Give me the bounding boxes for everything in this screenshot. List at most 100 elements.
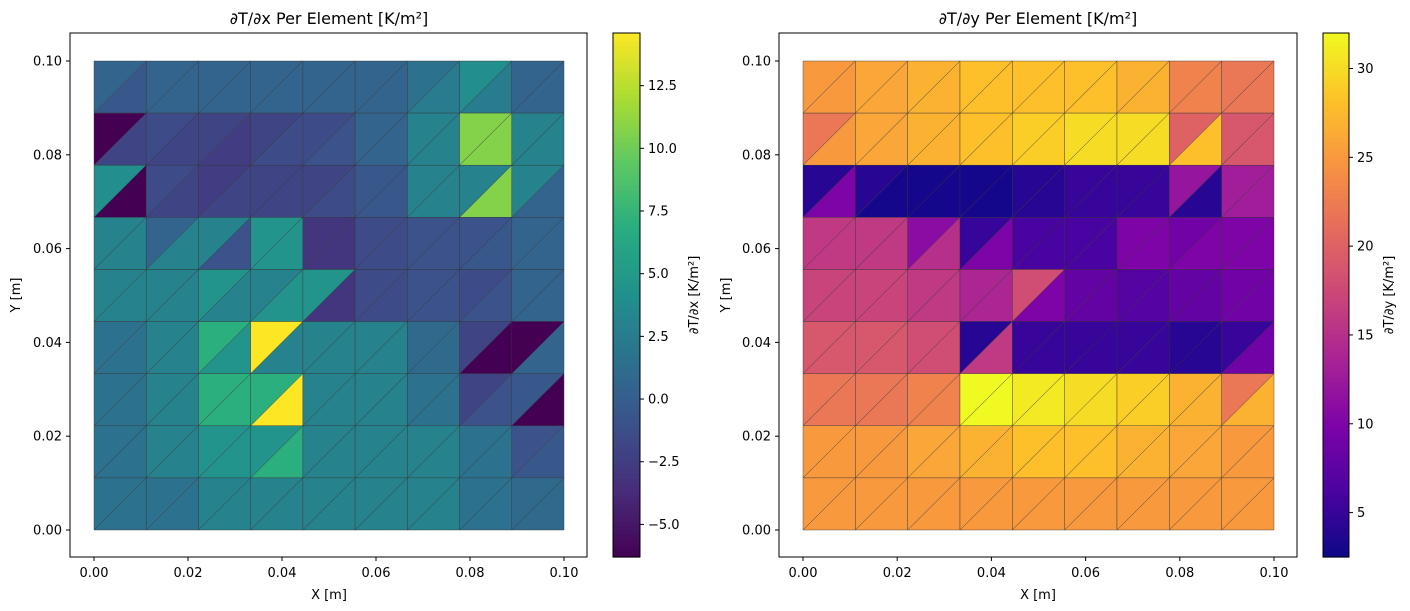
colorbar-segment [613, 76, 640, 82]
y-tick-label: 0.06 [742, 242, 771, 257]
colorbar-segment [613, 299, 640, 305]
colorbar-segment [1323, 120, 1349, 126]
colorbar-segment [1323, 500, 1349, 506]
colorbar-segment [1323, 150, 1349, 156]
colorbar-segment [1323, 115, 1349, 121]
colorbar-segment [1323, 447, 1349, 453]
colorbar-segment [613, 212, 640, 217]
x-tick-label: 0.00 [80, 566, 109, 581]
colorbar-segment [613, 155, 640, 161]
colorbar-segment [1323, 50, 1349, 56]
colorbar-segment [1323, 233, 1349, 239]
x-tick-label: 0.02 [174, 566, 203, 581]
colorbar-segment [613, 373, 640, 379]
colorbar-segment [1323, 203, 1349, 209]
colorbar-segment [613, 399, 640, 405]
colorbar-segment [1323, 142, 1349, 148]
colorbar-segment [1323, 260, 1349, 266]
colorbar-segment [1323, 382, 1349, 388]
colorbar-segment [1323, 426, 1349, 431]
colorbar-segment [613, 343, 640, 348]
colorbar-segment [613, 347, 640, 353]
colorbar-frame [1322, 32, 1350, 558]
colorbar-segment [613, 251, 640, 257]
colorbar-segment [613, 37, 640, 43]
colorbar-segment [1323, 456, 1349, 462]
colorbar-segment [1323, 185, 1349, 191]
chart-dtdx: ∂T/∂x Per Element [K/m²] 0.00 0.02 0.04 0.0… [9, 9, 702, 603]
colorbar-segment [613, 504, 640, 510]
colorbar-segment [613, 377, 640, 383]
colorbar-segment [1323, 535, 1349, 541]
colorbar-segment [613, 316, 640, 322]
y-tick-label: 0.04 [33, 336, 62, 351]
colorbar-segment [613, 89, 640, 95]
colorbar-segment [613, 535, 640, 541]
colorbar-segment [1323, 37, 1349, 43]
colorbar-segment [1323, 495, 1349, 501]
colorbar-segment [613, 539, 640, 545]
plot-frame [778, 32, 1298, 558]
colorbar-segment [1323, 198, 1349, 204]
colorbar-segment [613, 233, 640, 239]
colorbar-segment [1323, 102, 1349, 108]
colorbar: 5 10 15 20 25 30 [1322, 32, 1374, 558]
colorbar-segment [1323, 316, 1349, 322]
x-tick-label: 0.06 [362, 566, 391, 581]
colorbar: −5.0 −2.5 0.0 2.5 5.0 7.5 10.0 12.5 [612, 32, 680, 558]
chart-title: ∂T/∂x Per Element [K/m²] [230, 9, 429, 28]
colorbar-segment [1323, 508, 1349, 514]
colorbar-segment [613, 295, 640, 300]
colorbar-segment [613, 115, 640, 121]
mesh-triangle [1221, 477, 1275, 531]
colorbar-segment [1323, 395, 1349, 401]
colorbar-segment [613, 46, 640, 52]
colorbar-segment [1323, 264, 1349, 270]
colorbar-segment [1323, 194, 1349, 200]
colorbar-segment [1323, 63, 1349, 69]
colorbar-segment [1323, 439, 1349, 445]
colorbar-segment [1323, 303, 1349, 309]
colorbar-segment [1323, 155, 1349, 161]
colorbar-segment [613, 133, 640, 139]
colorbar-segment [1323, 181, 1349, 187]
colorbar-segment [1323, 212, 1349, 217]
colorbar-segment [1323, 281, 1349, 287]
colorbar-segment [1323, 377, 1349, 383]
colorbar-segment [613, 543, 640, 549]
colorbar-tick-label: 15 [1357, 328, 1374, 343]
x-tick-label: 0.00 [789, 566, 818, 581]
colorbar-segment [1323, 482, 1349, 488]
colorbar-segment [1323, 417, 1349, 423]
colorbar-segment [613, 177, 640, 183]
colorbar-segment [1323, 460, 1349, 466]
colorbar-segment [613, 478, 640, 484]
colorbar-segment [1323, 229, 1349, 235]
colorbar-segment [1323, 369, 1349, 375]
colorbar-segment [613, 513, 640, 519]
colorbar-segment [1323, 321, 1349, 327]
colorbar-segment [1323, 277, 1349, 283]
colorbar-segment [613, 482, 640, 488]
colorbar-segment [613, 487, 640, 493]
colorbar-segment [613, 242, 640, 248]
colorbar-segment [613, 308, 640, 314]
colorbar-segment [1323, 177, 1349, 183]
colorbar-tick-label: 25 [1357, 151, 1374, 166]
colorbar-segment [613, 198, 640, 204]
colorbar-segment [613, 552, 640, 558]
colorbar-segment [613, 408, 640, 414]
colorbar-segment [613, 229, 640, 235]
colorbar-segment [613, 277, 640, 283]
colorbar-segment [1323, 33, 1349, 38]
y-tick-label: 0.10 [742, 55, 771, 70]
colorbar-segment [1323, 133, 1349, 139]
y-axis: 0.00 0.02 0.04 0.06 0.08 0.10 [33, 55, 70, 539]
colorbar-segment [1323, 98, 1349, 104]
colorbar-segment [1323, 452, 1349, 458]
y-tick-label: 0.08 [742, 148, 771, 163]
colorbar-segment [613, 426, 640, 431]
colorbar-segment [613, 190, 640, 196]
colorbar-tick-label: 0.0 [648, 393, 669, 408]
